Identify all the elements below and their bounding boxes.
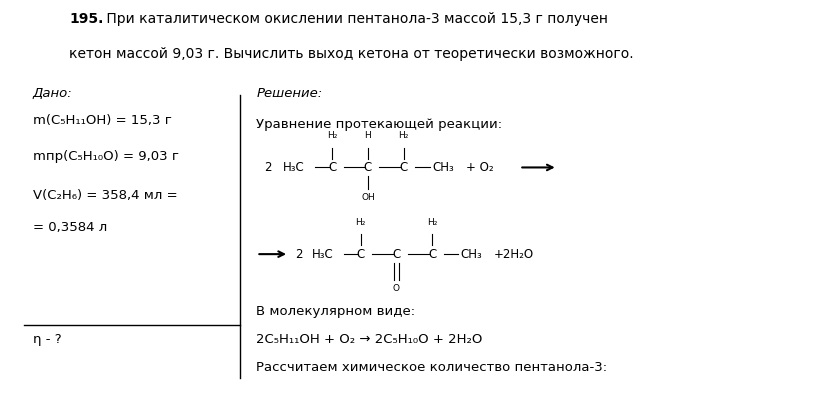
- Text: = 0,3584 л: = 0,3584 л: [33, 221, 107, 234]
- Text: C: C: [364, 161, 372, 174]
- Text: V(C₂H₆) = 358,4 мл =: V(C₂H₆) = 358,4 мл =: [33, 189, 177, 202]
- Text: mпр(C₅H₁₀O) = 9,03 г: mпр(C₅H₁₀O) = 9,03 г: [33, 150, 178, 163]
- Text: OH: OH: [361, 193, 374, 202]
- Text: η - ?: η - ?: [33, 333, 61, 346]
- Text: C: C: [428, 248, 436, 260]
- Text: Решение:: Решение:: [256, 87, 322, 100]
- Text: CH₃: CH₃: [432, 161, 454, 174]
- Text: C: C: [392, 248, 400, 260]
- Text: H₃C: H₃C: [312, 248, 334, 260]
- Text: C: C: [328, 161, 336, 174]
- Text: кетон массой 9,03 г. Вычислить выход кетона от теоретически возможного.: кетон массой 9,03 г. Вычислить выход кет…: [69, 47, 634, 61]
- Text: H₂: H₂: [327, 131, 337, 140]
- Text: H₂: H₂: [356, 217, 365, 227]
- Text: 2C₅H₁₁OH + O₂ → 2C₅H₁₀O + 2H₂O: 2C₅H₁₁OH + O₂ → 2C₅H₁₀O + 2H₂O: [256, 333, 483, 346]
- Text: m(C₅H₁₁OH) = 15,3 г: m(C₅H₁₁OH) = 15,3 г: [33, 114, 172, 127]
- Text: H₃C: H₃C: [283, 161, 305, 174]
- Text: C: C: [357, 248, 365, 260]
- Text: O: O: [393, 284, 400, 293]
- Text: H: H: [365, 131, 371, 140]
- Text: H₂: H₂: [427, 217, 437, 227]
- Text: Рассчитаем химическое количество пентанола-3:: Рассчитаем химическое количество пентано…: [256, 361, 607, 374]
- Text: C: C: [400, 161, 408, 174]
- Text: +2H₂O: +2H₂O: [493, 248, 533, 260]
- Text: + O₂: + O₂: [466, 161, 493, 174]
- Text: 195.: 195.: [69, 12, 103, 26]
- Text: 2: 2: [265, 161, 272, 174]
- Text: H₂: H₂: [399, 131, 409, 140]
- Text: 2: 2: [295, 248, 303, 260]
- Text: Уравнение протекающей реакции:: Уравнение протекающей реакции:: [256, 118, 502, 131]
- Text: При каталитическом окислении пентанола-3 массой 15,3 г получен: При каталитическом окислении пентанола-3…: [102, 12, 608, 26]
- Text: CH₃: CH₃: [461, 248, 483, 260]
- Text: В молекулярном виде:: В молекулярном виде:: [256, 305, 415, 318]
- Text: Дано:: Дано:: [33, 87, 72, 100]
